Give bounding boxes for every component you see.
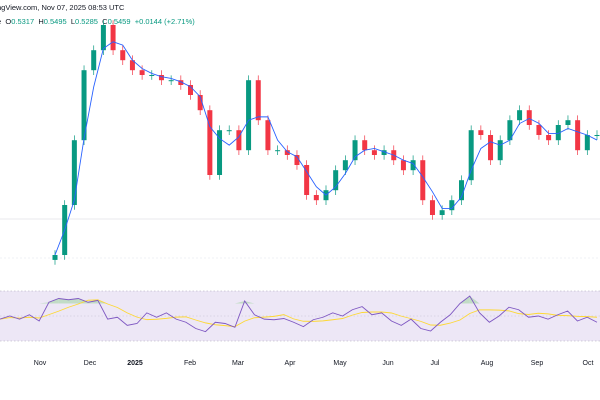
candle-body xyxy=(371,150,377,155)
candle-body xyxy=(575,120,581,151)
candle-body xyxy=(381,150,387,155)
candle-body xyxy=(246,80,252,151)
candle-body xyxy=(207,110,213,175)
x-tick-label: Nov xyxy=(34,360,47,367)
candle-body xyxy=(565,120,571,125)
candle-body xyxy=(178,80,184,85)
candle-body xyxy=(91,50,97,71)
rsi-overbought-segment xyxy=(244,301,255,304)
candle-body xyxy=(149,75,155,76)
candle-body xyxy=(459,180,464,201)
chart-source-timestamp: ngView.com, Nov 07, 2025 08:53 UTC xyxy=(0,3,125,12)
candle-body xyxy=(342,160,348,171)
rsi-ma-line xyxy=(0,299,598,328)
candle-body xyxy=(110,25,116,51)
candle-body xyxy=(410,160,416,171)
candle-body xyxy=(449,200,455,211)
candle-body xyxy=(468,130,474,181)
candle-body xyxy=(100,25,106,51)
price-ma-line xyxy=(54,41,598,256)
candle-body xyxy=(236,130,242,151)
candle-body xyxy=(526,110,532,125)
candle-body xyxy=(217,130,223,175)
candle-body xyxy=(478,130,484,135)
candle-body xyxy=(197,95,203,111)
candle-body xyxy=(255,80,261,121)
candle-body xyxy=(158,75,164,81)
rsi-line xyxy=(0,295,598,333)
x-tick-label: Dec xyxy=(84,360,97,367)
candle-body xyxy=(168,80,174,82)
candles xyxy=(52,20,600,265)
x-tick-label: Oct xyxy=(583,360,594,367)
candle-body xyxy=(400,160,406,171)
candle-body xyxy=(265,120,271,151)
x-tick-label: Jul xyxy=(431,360,440,367)
candle-body xyxy=(594,135,600,136)
candle-body xyxy=(81,70,87,141)
candle-body xyxy=(52,255,58,260)
symbol-suffix: e xyxy=(0,17,1,26)
candle-body xyxy=(362,140,368,151)
candle-body xyxy=(120,50,126,61)
candle-body xyxy=(333,170,339,191)
candle-body xyxy=(507,120,513,141)
candle-body xyxy=(439,210,445,215)
x-tick-label: May xyxy=(333,360,347,367)
x-tick-label: Jun xyxy=(382,360,393,367)
candle-body xyxy=(313,195,319,201)
x-tick-label: 2025 xyxy=(127,360,143,367)
x-tick-label: Apr xyxy=(285,360,297,367)
candle-body xyxy=(429,200,435,215)
candle-body xyxy=(275,150,281,152)
candle-body xyxy=(546,135,552,141)
high-value: 0.5495 xyxy=(43,17,67,26)
close-label: C xyxy=(102,17,108,26)
ohlc-legend: e O0.5317 H0.5495 L0.5285 C0.5459 +0.014… xyxy=(0,17,195,26)
x-axis: Nov Dec 2025 Feb Mar Apr May Jun Jul Aug Sep Oct xyxy=(34,360,594,367)
rsi-overbought-segment xyxy=(469,296,480,304)
candle-body xyxy=(71,140,77,205)
rsi-overbought-segment xyxy=(39,302,49,304)
candle-body xyxy=(304,165,310,195)
candle-body xyxy=(284,150,290,155)
x-tick-label: Sep xyxy=(531,360,544,367)
candle-body xyxy=(188,85,193,95)
high-label: H xyxy=(38,17,44,26)
candle-body xyxy=(294,155,300,165)
rsi-overbought-segment xyxy=(234,301,245,304)
candle-body xyxy=(226,130,232,132)
low-value: 0.5285 xyxy=(75,17,98,26)
candle-body xyxy=(555,125,561,141)
open-label: O xyxy=(5,17,12,26)
candle-body xyxy=(139,70,145,75)
open-value: 0.5317 xyxy=(11,17,35,26)
candle-body xyxy=(536,125,542,135)
close-value: 0.5459 xyxy=(107,17,131,26)
candle-body xyxy=(488,135,494,161)
change-value: +0.0144 (+2.71%) xyxy=(134,17,195,26)
candle-body xyxy=(352,140,358,161)
low-label: L xyxy=(70,17,76,26)
candle-body xyxy=(129,60,135,71)
x-tick-label: Feb xyxy=(184,360,196,367)
candle-body xyxy=(497,140,503,161)
candle-body xyxy=(517,110,523,121)
x-tick-label: Mar xyxy=(232,360,245,367)
rsi-band xyxy=(0,291,600,341)
x-tick-label: Aug xyxy=(481,360,494,367)
candle-body xyxy=(584,135,590,151)
candle-body xyxy=(420,160,426,201)
